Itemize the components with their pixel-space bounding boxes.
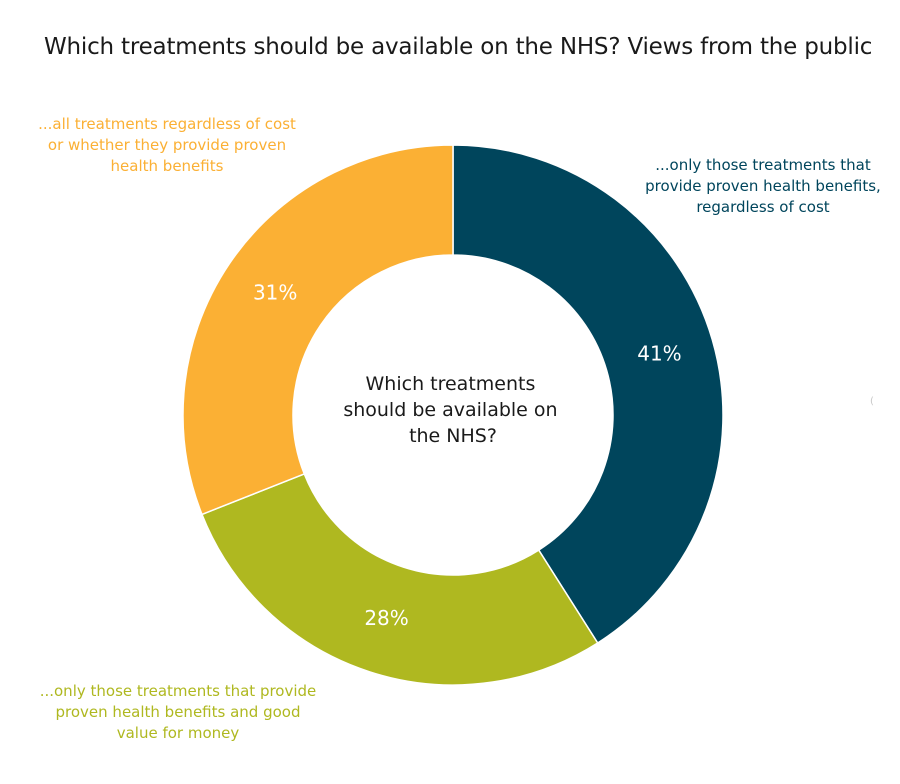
slice-labels-layer: 41% 28% 31% xyxy=(253,281,682,630)
center-text: Which treatments should be available on … xyxy=(343,373,562,447)
annotation-line: ...only those treatments that xyxy=(655,156,871,174)
stray-mark: ( xyxy=(870,396,874,407)
slice-annotation-proven-benefits: ...only those treatments that provide pr… xyxy=(628,155,898,218)
annotation-line: proven health benefits and good xyxy=(55,703,301,721)
chart-title: Which treatments should be available on … xyxy=(44,34,873,60)
annotation-line: health benefits xyxy=(110,157,224,175)
annotation-line: provide proven health benefits, xyxy=(645,177,881,195)
slice-annotation-value-for-money: ...only those treatments that provide pr… xyxy=(18,681,338,744)
annotation-line: regardless of cost xyxy=(696,198,830,216)
annotation-line: ...only those treatments that provide xyxy=(39,682,317,700)
slice-proven-benefits xyxy=(452,144,724,645)
annotation-line: or whether they provide proven xyxy=(47,136,287,154)
slice-value-label: 28% xyxy=(364,606,408,630)
center-text-line: should be available on xyxy=(343,399,557,421)
slice-value-label: 31% xyxy=(253,281,297,305)
annotation-line: value for money xyxy=(116,724,240,742)
center-text-line: the NHS? xyxy=(409,425,497,447)
slices-layer xyxy=(182,144,724,686)
slice-annotation-all-treatments: ...all treatments regardless of cost or … xyxy=(22,114,312,177)
slice-value-for-money xyxy=(200,472,599,686)
slice-all-treatments xyxy=(182,144,454,516)
annotation-line: ...all treatments regardless of cost xyxy=(38,115,296,133)
slice-value-label: 41% xyxy=(637,342,681,366)
center-text-line: Which treatments xyxy=(366,373,536,395)
